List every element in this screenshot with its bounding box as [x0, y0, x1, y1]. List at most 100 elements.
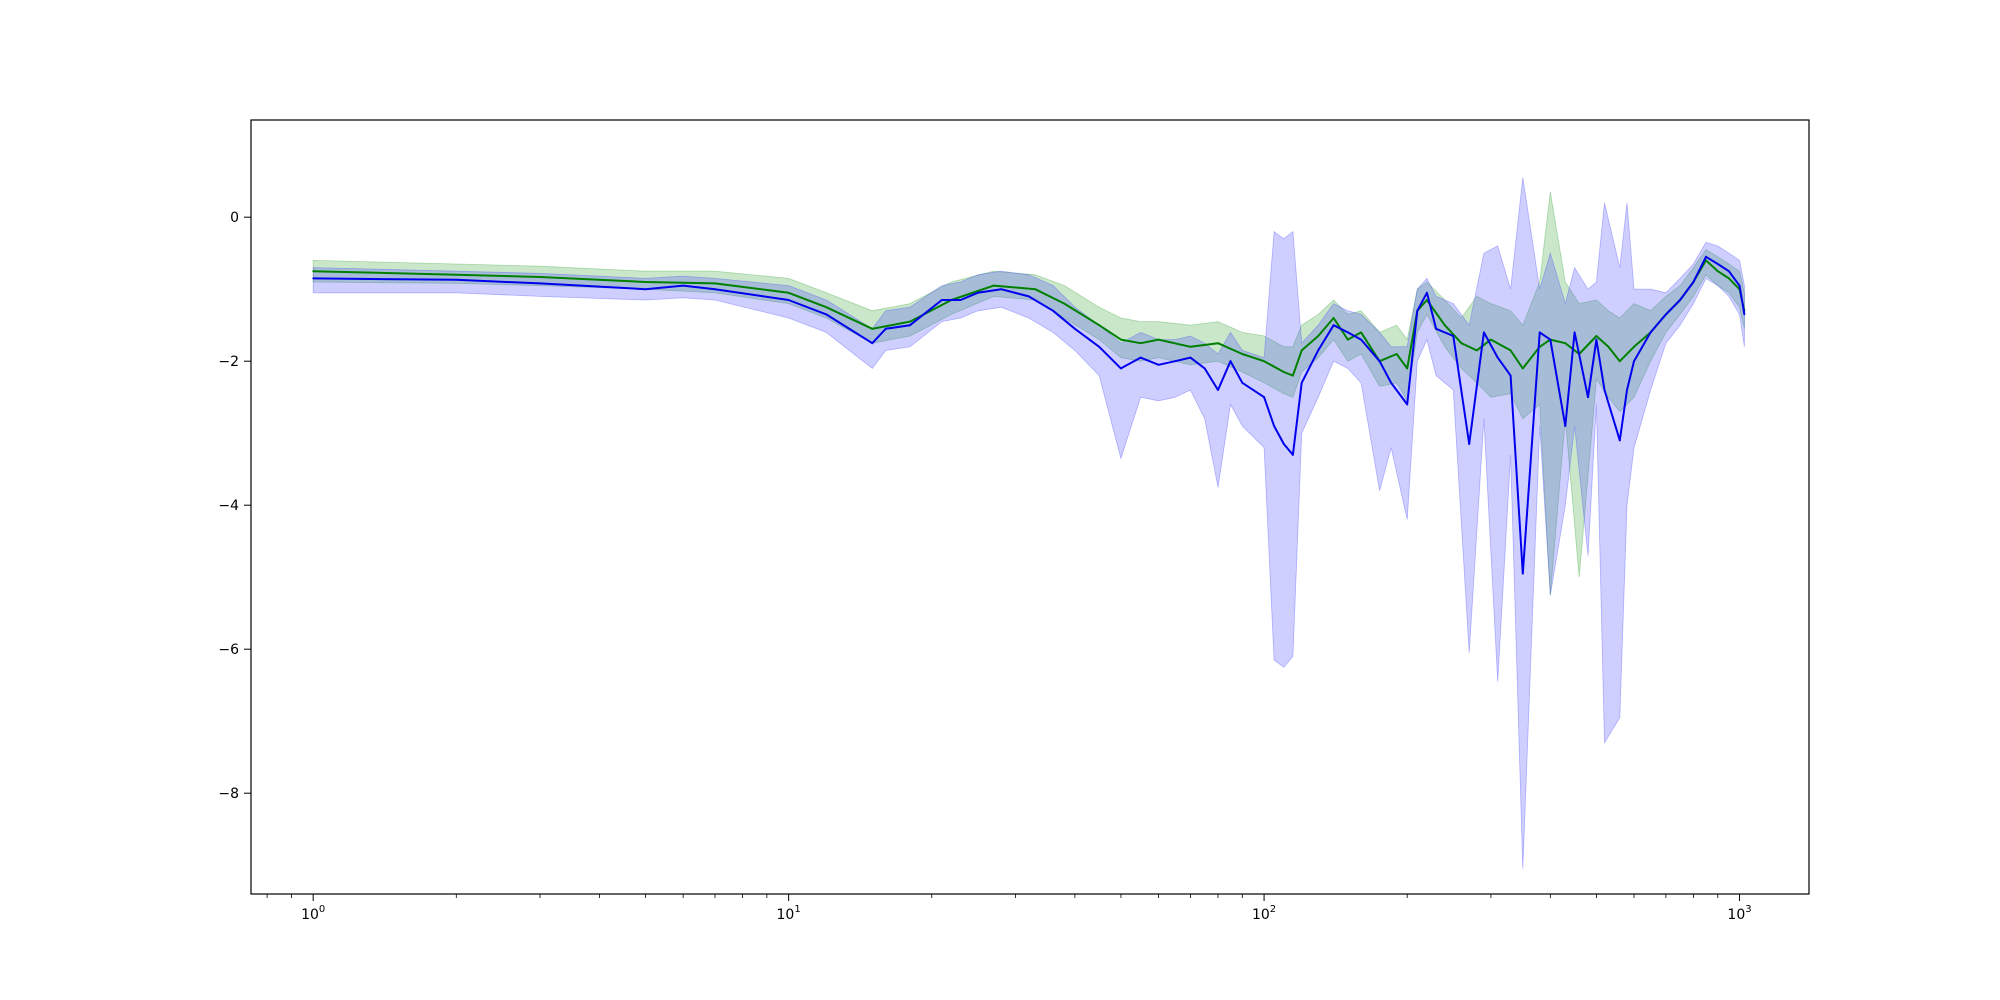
series-2-point	[909, 324, 911, 327]
series-2-point	[1738, 284, 1741, 287]
series-2-point	[1633, 360, 1635, 363]
series-2-point	[1728, 270, 1730, 273]
series-1-point	[1426, 299, 1428, 301]
series-2-point	[1603, 389, 1606, 391]
series-2-point	[1120, 367, 1122, 370]
series-2-point	[1435, 327, 1437, 330]
series-2-point	[1705, 255, 1707, 258]
series-2-point	[1027, 295, 1030, 298]
series-2-point	[1743, 313, 1746, 316]
series-2-point	[1390, 381, 1392, 384]
series-2-point	[940, 299, 943, 301]
series-1-point	[1406, 367, 1409, 370]
series-1-point	[1595, 335, 1598, 337]
series-1-point	[1300, 349, 1303, 352]
series-2-point	[644, 288, 647, 291]
series-1-point	[909, 320, 911, 323]
series-1-point	[825, 306, 828, 309]
series-1-point	[1120, 338, 1122, 341]
series-1-point	[1564, 342, 1567, 345]
x-tick-label: 101	[777, 904, 801, 923]
series-1-point	[787, 291, 790, 294]
series-1-point	[871, 327, 874, 330]
plot-frame	[250, 119, 1810, 895]
series-2-point	[1282, 443, 1285, 445]
confidence-bands	[312, 177, 1745, 869]
series-lines	[312, 255, 1746, 575]
confidence-band-2	[312, 177, 1745, 869]
series-2-point	[1292, 453, 1294, 456]
series-1-point	[1346, 338, 1349, 341]
series-2-point	[682, 284, 684, 287]
series-1-point	[1460, 342, 1463, 345]
series-1-point	[1317, 335, 1320, 337]
series-1-point	[312, 270, 315, 273]
series-2-point	[1273, 425, 1275, 427]
series-2-point	[1229, 360, 1232, 363]
series-2-point	[1139, 356, 1142, 359]
series-line-1	[313, 259, 1746, 377]
series-2-point	[976, 291, 979, 294]
series-2-point	[1521, 572, 1524, 575]
series-2-point	[1300, 381, 1303, 384]
confidence-band-1	[312, 191, 1745, 596]
y-tick-label: −6	[218, 642, 239, 658]
series-2-point	[1618, 439, 1621, 442]
series-2-point	[1468, 443, 1471, 445]
series-2-point	[1679, 299, 1681, 301]
series-1-point	[1395, 353, 1398, 355]
series-2-point	[1317, 349, 1320, 352]
x-tick-label: 100	[301, 904, 325, 923]
series-2-point	[787, 299, 790, 301]
series-2-point	[1564, 425, 1567, 427]
series-2-point	[539, 282, 541, 285]
series-1-point	[1490, 338, 1492, 341]
series-2-point	[455, 278, 458, 281]
series-2-point	[1360, 338, 1362, 341]
series-1-point	[1292, 374, 1294, 377]
series-1-point	[1282, 371, 1285, 373]
series-1-point	[1063, 302, 1066, 305]
series-2-point	[871, 342, 874, 345]
series-1-point	[1443, 324, 1446, 327]
series-1-point	[1521, 367, 1524, 370]
series-2-point	[1157, 363, 1160, 366]
series-1-point	[1241, 353, 1244, 355]
series-1-point	[1332, 317, 1335, 319]
series-1-point	[539, 276, 541, 278]
series-2-point	[1509, 374, 1512, 377]
series-2-point	[1416, 309, 1419, 312]
series-2-point	[1692, 281, 1695, 283]
series-2-point	[1549, 338, 1552, 341]
y-tick-label: −8	[218, 786, 239, 802]
series-2-point	[1241, 381, 1244, 384]
series-1-point	[1139, 342, 1142, 345]
series-2-point	[1573, 331, 1576, 334]
series-1-point	[714, 282, 716, 285]
series-2-point	[714, 288, 716, 291]
series-1-point	[1705, 259, 1707, 262]
series-2-point	[1426, 291, 1428, 294]
series-2-point	[1098, 345, 1101, 348]
series-1-point	[1618, 360, 1621, 363]
x-tick-label: 102	[1252, 904, 1276, 923]
series-2-point	[1587, 396, 1589, 399]
series-2-point	[1483, 331, 1485, 334]
series-1-point	[1607, 345, 1610, 348]
series-1-point	[455, 273, 458, 276]
series-2-point	[1649, 331, 1652, 334]
series-2-point	[1346, 331, 1349, 334]
series-2-point	[1538, 331, 1541, 334]
series-2-point	[1052, 309, 1054, 312]
series-1-point	[1189, 345, 1192, 348]
series-2-point	[1452, 335, 1455, 337]
series-2-point	[1189, 356, 1192, 359]
series-1-point	[992, 284, 995, 287]
series-2-point	[1626, 389, 1628, 391]
series-1-point	[1475, 349, 1478, 352]
series-1-point	[1633, 345, 1635, 348]
series-1-point	[1509, 349, 1512, 352]
series-2-point	[959, 299, 962, 301]
series-1-point	[1263, 360, 1265, 363]
